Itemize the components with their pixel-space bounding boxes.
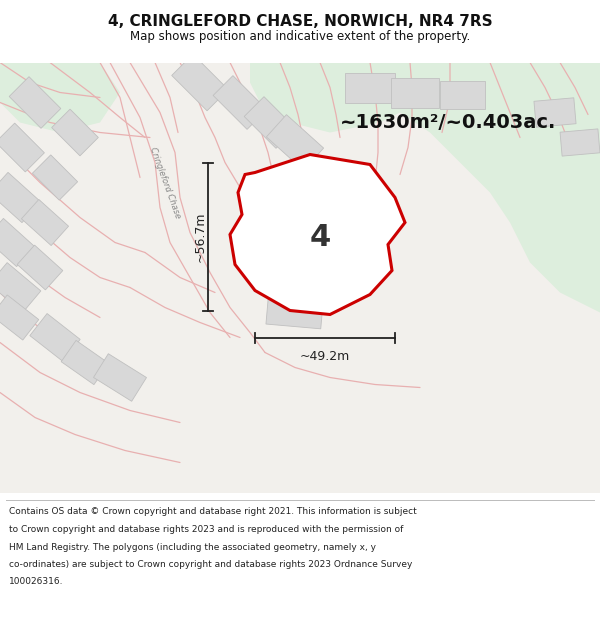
Text: 4, CRINGLEFORD CHASE, NORWICH, NR4 7RS: 4, CRINGLEFORD CHASE, NORWICH, NR4 7RS — [107, 14, 493, 29]
Bar — [172, 54, 228, 111]
Bar — [52, 109, 98, 156]
Polygon shape — [0, 62, 120, 132]
Text: co-ordinates) are subject to Crown copyright and database rights 2023 Ordnance S: co-ordinates) are subject to Crown copyr… — [9, 560, 412, 569]
Bar — [534, 98, 576, 128]
Bar — [251, 197, 325, 258]
Polygon shape — [230, 154, 405, 314]
Text: ~1630m²/~0.403ac.: ~1630m²/~0.403ac. — [340, 113, 556, 132]
Bar — [32, 155, 77, 200]
Bar — [0, 173, 41, 222]
Bar — [244, 97, 296, 148]
Bar — [266, 286, 324, 329]
Text: ~56.7m: ~56.7m — [193, 211, 206, 262]
Polygon shape — [250, 62, 420, 132]
Bar — [17, 245, 63, 290]
Bar — [61, 341, 109, 384]
Bar — [9, 77, 61, 128]
Bar — [213, 76, 267, 129]
Bar — [439, 81, 485, 109]
Bar — [0, 218, 35, 267]
Bar — [0, 295, 39, 340]
Bar — [30, 314, 80, 361]
Polygon shape — [440, 62, 600, 142]
Text: Contains OS data © Crown copyright and database right 2021. This information is : Contains OS data © Crown copyright and d… — [9, 508, 417, 516]
Bar — [0, 123, 44, 172]
Bar — [22, 199, 68, 246]
Text: 4: 4 — [310, 223, 331, 252]
Text: to Crown copyright and database rights 2023 and is reproduced with the permissio: to Crown copyright and database rights 2… — [9, 525, 403, 534]
Bar — [0, 262, 41, 312]
Bar — [94, 354, 146, 401]
Text: ~49.2m: ~49.2m — [300, 349, 350, 362]
Polygon shape — [370, 62, 600, 312]
Text: Map shows position and indicative extent of the property.: Map shows position and indicative extent… — [130, 30, 470, 43]
Bar — [345, 72, 395, 102]
Bar — [560, 129, 600, 156]
Text: HM Land Registry. The polygons (including the associated geometry, namely x, y: HM Land Registry. The polygons (includin… — [9, 542, 376, 551]
Text: 100026316.: 100026316. — [9, 578, 64, 586]
Text: Cringleford Chase: Cringleford Chase — [148, 146, 182, 219]
Bar — [391, 78, 439, 108]
Bar — [266, 114, 323, 171]
